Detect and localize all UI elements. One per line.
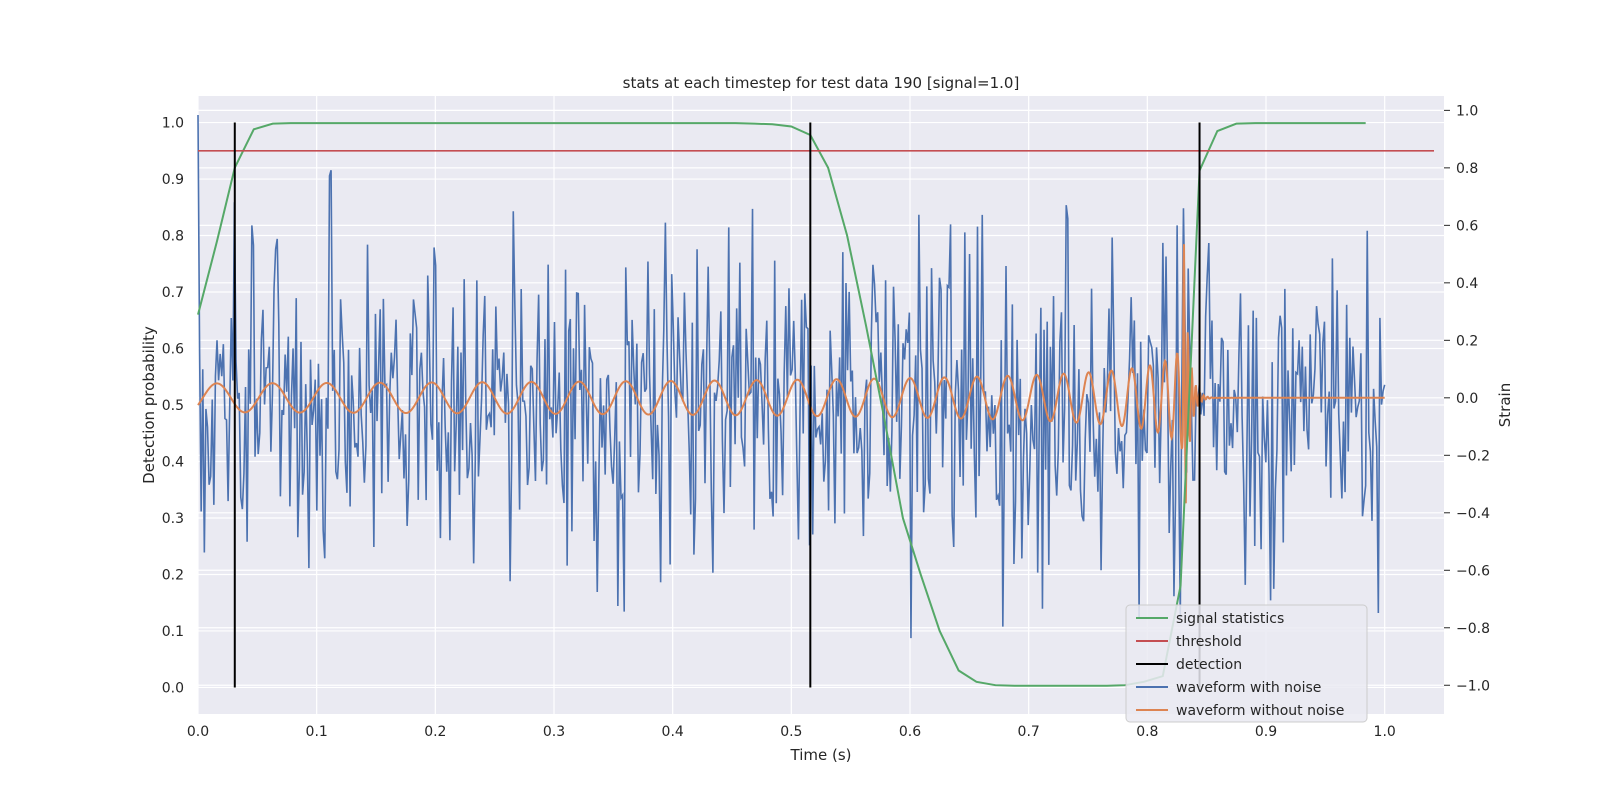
y2-tick-label: 0.6	[1456, 218, 1478, 234]
y-tick-label: 0.4	[162, 454, 184, 470]
detection-layer	[233, 122, 1201, 688]
y-tick-label: 0.1	[162, 624, 184, 640]
x-tick-label: 0.9	[1255, 724, 1277, 740]
y-tick-label: 0.9	[162, 172, 184, 188]
y2-tick-label: −0.2	[1456, 448, 1490, 464]
line-waveform-without-noise	[197, 244, 1385, 504]
y2-axis-ticks: −1.0 −0.8 −0.6 −0.4 −0.2 0.0 0.2 0.4 0.6 0.8 1.0	[1444, 103, 1490, 694]
y2-tick-label: −0.8	[1456, 621, 1490, 637]
legend-label: detection	[1176, 657, 1242, 673]
legend-label: waveform with noise	[1176, 680, 1321, 696]
x-tick-label: 0.3	[543, 724, 565, 740]
y-tick-label: 0.5	[162, 398, 184, 414]
legend-label: threshold	[1176, 634, 1242, 650]
y2-tick-label: −1.0	[1456, 678, 1490, 694]
y2-tick-label: 0.8	[1456, 161, 1478, 177]
y2-tick-label: 0.4	[1456, 276, 1478, 292]
x-axis-ticks: 0.0 0.1 0.2 0.3 0.4 0.5 0.6 0.7 0.8 0.9 1.0	[187, 724, 1396, 740]
y-tick-label: 0.7	[162, 285, 184, 301]
y-tick-label: 1.0	[162, 116, 184, 132]
y-tick-label: 0.8	[162, 229, 184, 245]
y-tick-label: 0.0	[162, 680, 184, 696]
y-tick-label: 0.2	[162, 567, 184, 583]
y-tick-label: 0.3	[162, 511, 184, 527]
x-tick-label: 0.6	[899, 724, 921, 740]
legend-label: waveform without noise	[1176, 703, 1344, 719]
x-tick-label: 0.8	[1136, 724, 1158, 740]
y2-tick-label: −0.6	[1456, 563, 1490, 579]
y2-tick-label: −0.4	[1456, 506, 1490, 522]
x-tick-label: 0.0	[187, 724, 209, 740]
chart-title: stats at each timestep for test data 190…	[623, 74, 1020, 92]
y2-tick-label: 0.2	[1456, 333, 1478, 349]
legend: signal statistics threshold detection wavef…	[1125, 604, 1368, 723]
y-tick-label: 0.6	[162, 342, 184, 358]
x-tick-label: 0.5	[780, 724, 802, 740]
x-axis-title: Time (s)	[790, 746, 852, 764]
y2-tick-label: 1.0	[1456, 103, 1478, 119]
x-tick-label: 0.2	[424, 724, 446, 740]
series-waveform-without-noise	[197, 244, 1385, 504]
x-tick-label: 0.4	[662, 724, 684, 740]
x-tick-label: 1.0	[1374, 724, 1396, 740]
legend-box	[1125, 604, 1368, 723]
y-axis-title: Detection probability	[140, 326, 158, 484]
y2-axis-title: Strain	[1496, 383, 1514, 427]
y2-tick-label: 0.0	[1456, 391, 1478, 407]
legend-label: signal statistics	[1176, 611, 1284, 627]
y-axis-ticks: 0.0 0.1 0.2 0.3 0.4 0.5 0.6 0.7 0.8 0.9 1.0	[162, 116, 184, 697]
x-tick-label: 0.1	[306, 724, 328, 740]
x-tick-label: 0.7	[1018, 724, 1040, 740]
